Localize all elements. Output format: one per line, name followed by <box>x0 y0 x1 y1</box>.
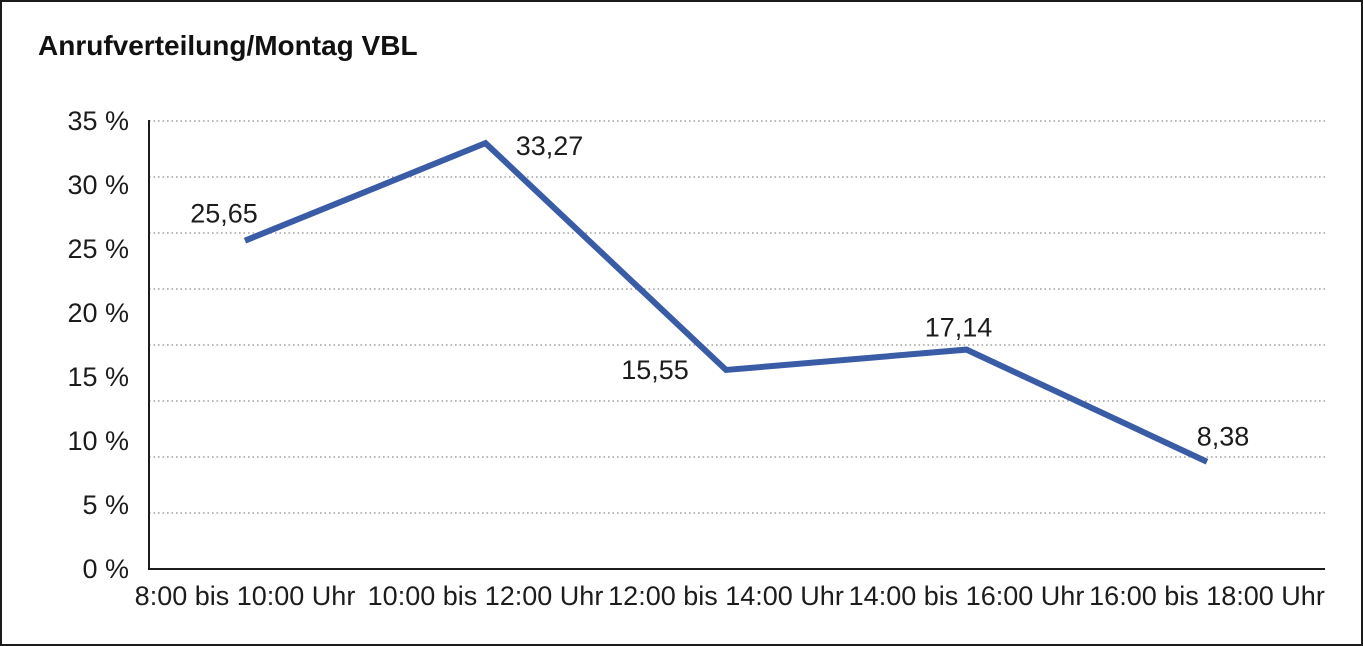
y-axis-tick-label: 0 % <box>82 554 129 584</box>
data-point-label: 25,65 <box>190 199 258 229</box>
data-series-line <box>243 139 1209 465</box>
y-axis-tick-label: 10 % <box>67 426 129 456</box>
x-axis-category-label: 10:00 bis 12:00 Uhr <box>368 581 604 611</box>
data-point-label: 15,55 <box>621 355 689 385</box>
data-point-label: 17,14 <box>925 313 993 343</box>
data-point-label: 8,38 <box>1197 422 1250 452</box>
y-axis-tick-label: 35 % <box>67 106 129 136</box>
x-axis-category-label: 12:00 bis 14:00 Uhr <box>608 581 844 611</box>
y-axis-tick-label: 5 % <box>82 490 129 520</box>
chart-title: Anrufverteilung/Montag VBL <box>38 30 418 61</box>
x-axis-category-label: 14:00 bis 16:00 Uhr <box>849 581 1085 611</box>
y-axis-tick-label: 15 % <box>67 362 129 392</box>
x-axis-category-label: 8:00 bis 10:00 Uhr <box>135 581 356 611</box>
y-axis-tick-label: 20 % <box>67 298 129 328</box>
data-point-label: 33,27 <box>516 131 584 161</box>
y-axis-tick-label: 25 % <box>67 234 129 264</box>
y-axis-tick-label: 30 % <box>67 170 129 200</box>
x-axis-category-label: 16:00 bis 18:00 Uhr <box>1089 581 1325 611</box>
